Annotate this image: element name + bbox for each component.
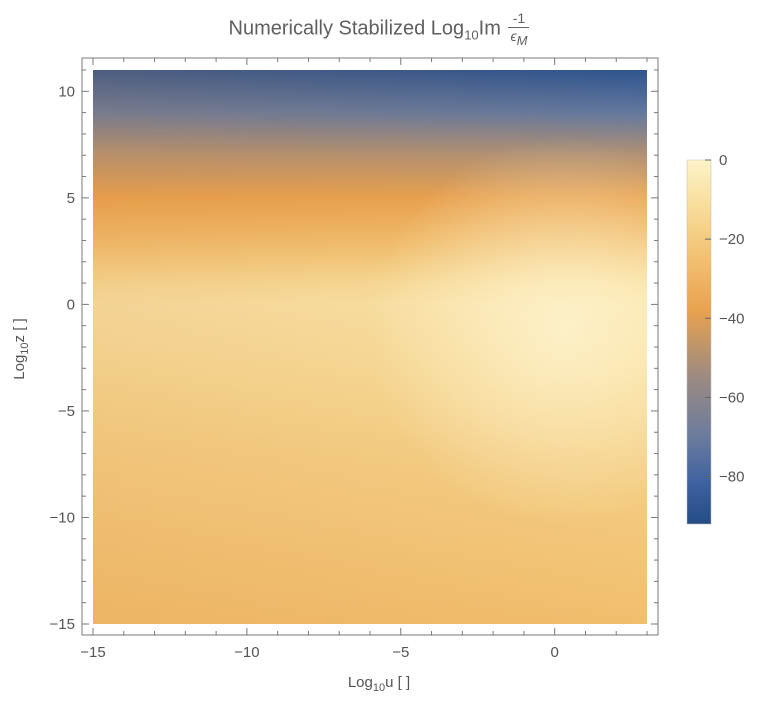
colorbar <box>686 159 712 525</box>
chart-title: Numerically Stabilized Log10Im -1 ϵM <box>228 10 530 48</box>
x-axis-label: Log10u [ ] <box>347 674 411 694</box>
y-axis-label: Log10z [ ] <box>11 318 31 380</box>
colorbar-tick-label: −20 <box>719 231 744 248</box>
y-tick-label: −10 <box>50 509 75 526</box>
x-tick-label: 0 <box>550 644 558 661</box>
y-tick-label: 10 <box>58 83 75 100</box>
colorbar-tick-label: 0 <box>719 152 727 169</box>
colorbar-tick-label: −40 <box>719 310 744 327</box>
y-tick-label: −5 <box>58 403 75 420</box>
colorbar-ticks: 0 −20 −40 −60 −80 <box>705 152 744 486</box>
x-tick-label: −15 <box>80 644 105 661</box>
y-tick-label: 5 <box>67 190 75 207</box>
colorbar-tick-label: −60 <box>719 389 744 406</box>
title-fraction: -1 ϵM <box>508 10 530 48</box>
x-tick-label: −10 <box>234 644 259 661</box>
y-tick-label: 0 <box>67 296 75 313</box>
x-axis-ticks: −15 −10 −5 0 <box>80 58 648 661</box>
y-axis-ticks: 10 5 0 −5 −10 −15 <box>50 69 658 633</box>
x-tick-label: −5 <box>392 644 409 661</box>
y-tick-label: −15 <box>50 616 75 633</box>
colorbar-tick-label: −80 <box>719 469 744 486</box>
heatmap-bright-region <box>93 70 647 624</box>
